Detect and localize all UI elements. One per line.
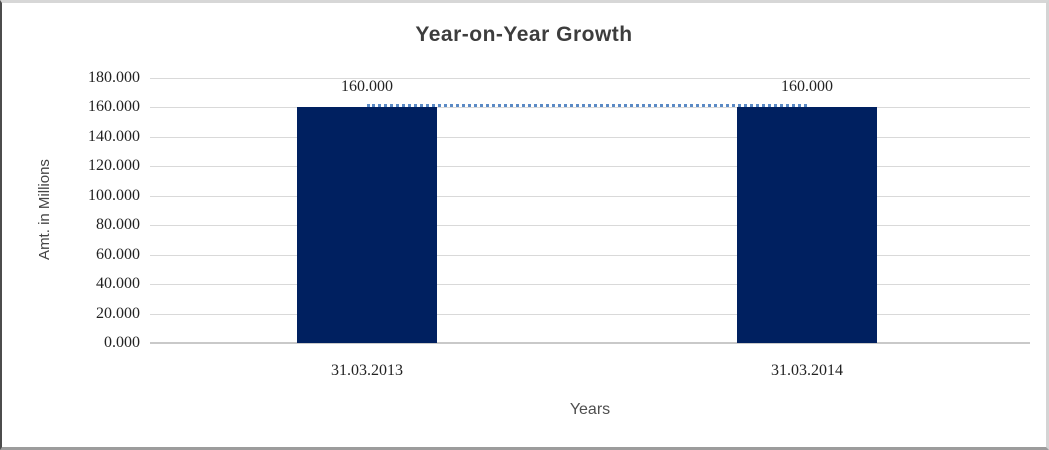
y-tick-label: 140.000 [88, 127, 140, 145]
x-tick-label: 31.03.2014 [771, 362, 843, 379]
y-tick-label: 180.000 [88, 69, 140, 86]
y-tick-label: 80.000 [96, 216, 140, 234]
y-tick-label: 20.000 [96, 304, 140, 322]
bar-value-label: 160.000 [781, 78, 833, 96]
x-tick-label: 31.03.2013 [331, 362, 403, 379]
y-tick-label: 120.000 [88, 157, 140, 175]
gridline [150, 166, 1030, 168]
chart-title: Year-on-Year Growth [415, 23, 633, 46]
gridline [150, 136, 1030, 138]
bar-value-label: 160.000 [341, 78, 393, 96]
y-tick-label: 60.000 [96, 245, 140, 263]
trend-dotted-line [367, 104, 807, 108]
gridline [150, 254, 1030, 256]
gridline [150, 107, 1030, 109]
y-tick-label: 40.000 [96, 275, 140, 293]
bar [297, 107, 437, 343]
y-tick-label: 0.000 [104, 334, 140, 351]
gridline [150, 284, 1030, 286]
x-axis-line [150, 342, 1030, 344]
y-tick-label: 100.000 [88, 186, 140, 204]
bar [737, 107, 877, 343]
gridline [150, 195, 1030, 197]
y-tick-label: 160.000 [88, 98, 140, 116]
gridline [150, 78, 1030, 79]
plot-area: 0.000 20.000 40.000 60.000 80.000 100.000 120.… [2, 3, 1046, 447]
gridline [150, 225, 1030, 227]
gridline [150, 313, 1030, 315]
x-axis-title: Years [569, 401, 611, 418]
